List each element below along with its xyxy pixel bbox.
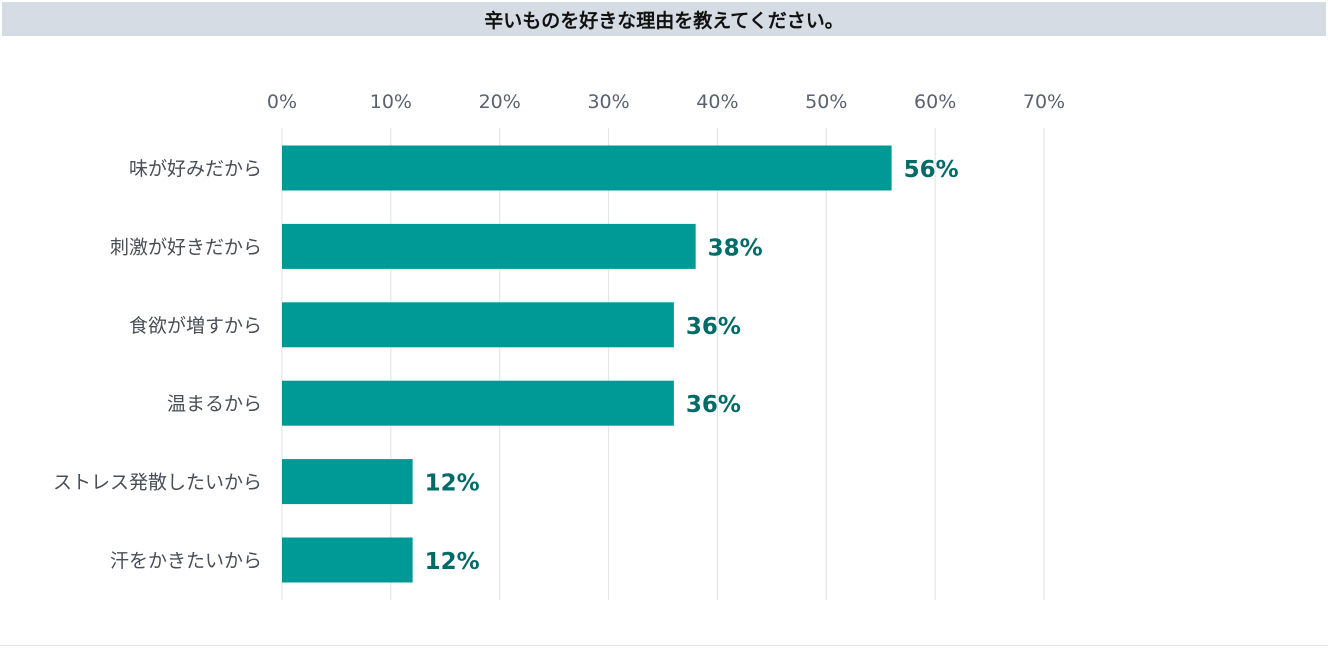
x-tick-label: 50% — [805, 91, 847, 113]
category-label: 食欲が増すから — [129, 315, 262, 337]
x-tick-label: 0% — [267, 91, 297, 113]
x-tick-label: 40% — [696, 91, 738, 113]
value-label: 36% — [686, 314, 741, 340]
bar — [282, 459, 413, 505]
x-tick-label: 20% — [479, 91, 521, 113]
x-tick-label: 70% — [1023, 91, 1065, 113]
chart-title: 辛いものを好きな理由を教えてください。 — [484, 9, 844, 32]
x-tick-label: 10% — [370, 91, 412, 113]
gridlines — [281, 128, 1045, 600]
x-axis-ticks: 0% 10% 20% 30% 40% 50% 60% 70% — [267, 91, 1065, 113]
bottom-divider — [0, 645, 1328, 646]
value-label: 12% — [425, 549, 480, 575]
category-labels: 味が好みだから刺激が好きだから食欲が増すから温まるからストレス発散したいから汗を… — [53, 158, 262, 572]
category-label: 汗をかきたいから — [110, 550, 262, 572]
bar — [282, 145, 892, 191]
x-tick-label: 60% — [914, 91, 956, 113]
category-label: 温まるから — [167, 393, 262, 415]
category-label: 刺激が好きだから — [110, 236, 262, 258]
bar — [282, 537, 413, 583]
value-label: 36% — [686, 392, 741, 418]
category-label: 味が好みだから — [129, 158, 262, 180]
value-label: 56% — [904, 157, 959, 183]
bar — [282, 302, 674, 348]
value-label: 38% — [708, 235, 763, 261]
chart-title-bar: 辛いものを好きな理由を教えてください。 — [2, 2, 1326, 36]
value-labels: 56% 38% 36% 36% 12% 12% — [425, 157, 959, 575]
category-label: ストレス発散したいから — [53, 472, 262, 494]
bars — [282, 145, 892, 583]
value-label: 12% — [425, 471, 480, 497]
bar — [282, 380, 674, 426]
x-tick-label: 30% — [587, 91, 629, 113]
bar — [282, 223, 696, 269]
